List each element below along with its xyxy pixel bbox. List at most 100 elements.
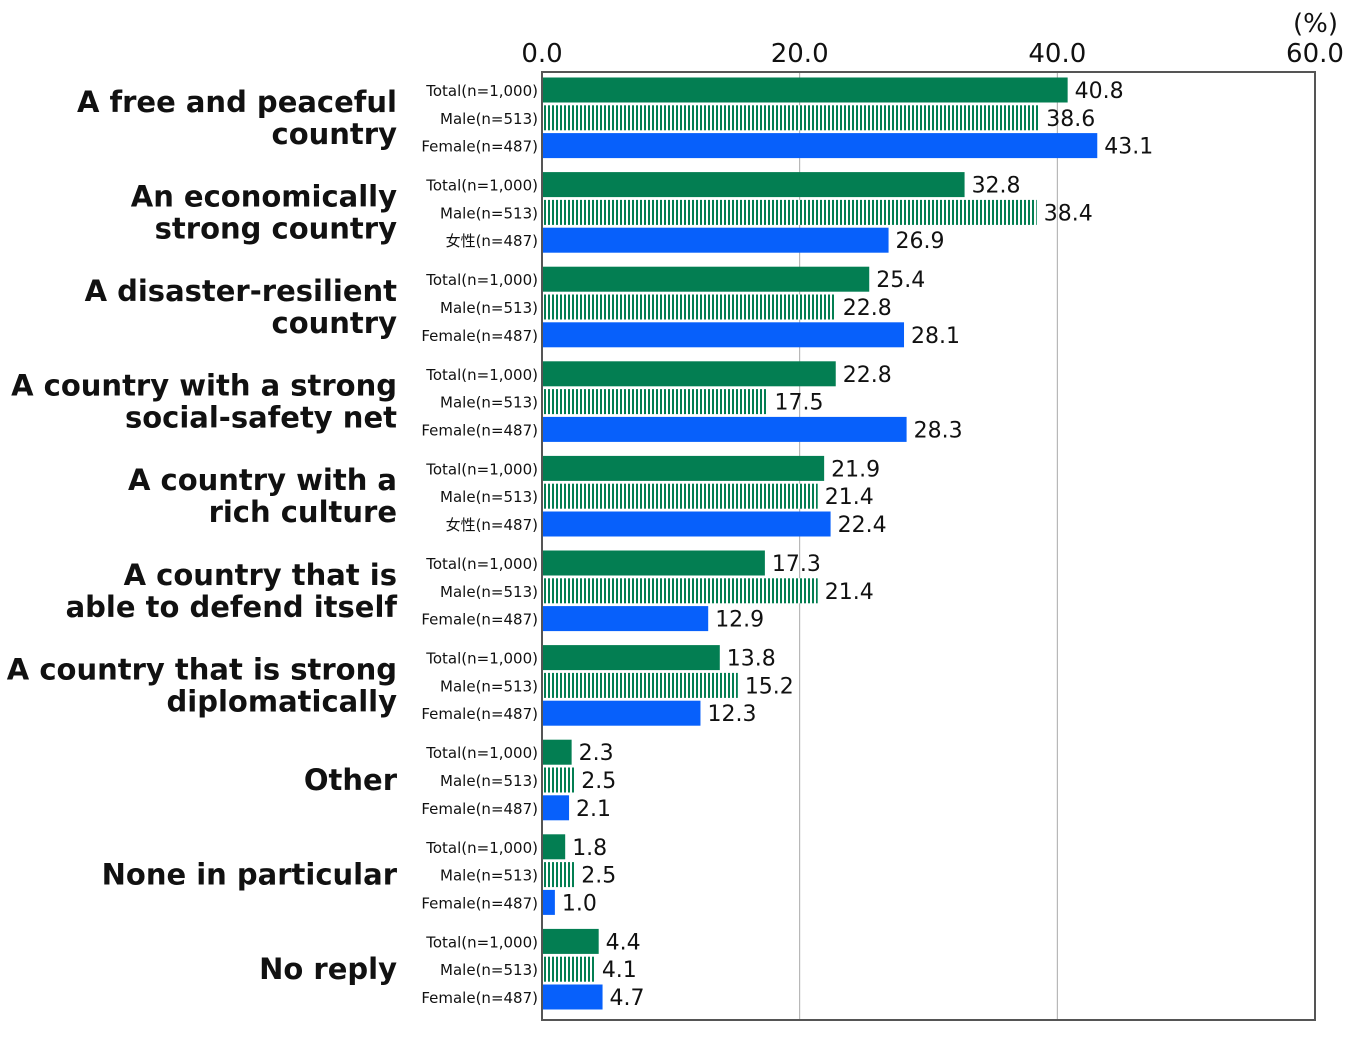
female-bar: [543, 606, 709, 632]
row-label: 女性(n=487): [446, 232, 538, 250]
row-label: Female(n=487): [421, 989, 538, 1007]
data-label: 28.1: [911, 324, 960, 349]
data-label: 4.1: [602, 958, 637, 983]
category-label: strong country: [155, 211, 397, 245]
row-label: Female(n=487): [421, 705, 538, 723]
category-label: A free and peaceful: [77, 85, 397, 119]
row-label: Total(n=1,000): [425, 933, 538, 951]
row-label: Male(n=513): [440, 583, 538, 601]
data-label: 2.5: [581, 769, 616, 794]
labels: A free and peacefulcountryTotal(n=1,000)…: [7, 79, 1153, 1011]
row-label: Male(n=513): [440, 772, 538, 790]
data-label: 22.8: [843, 363, 892, 388]
data-label: 4.4: [606, 930, 641, 955]
data-label: 2.1: [576, 797, 611, 822]
row-label: Total(n=1,000): [425, 744, 538, 762]
data-label: 21.4: [825, 580, 874, 605]
total-bar: [543, 928, 599, 954]
male-bar: [543, 767, 575, 793]
male-bar: [543, 483, 818, 509]
data-label: 38.4: [1044, 201, 1093, 226]
row-label: Male(n=513): [440, 677, 538, 695]
data-label: 2.5: [581, 864, 616, 889]
row-label: Total(n=1,000): [425, 460, 538, 478]
unit-label: (%): [1293, 9, 1338, 39]
total-bar: [543, 739, 572, 765]
female-bar: [543, 133, 1098, 159]
category-label: A country that is strong: [7, 652, 397, 686]
total-bar: [543, 645, 720, 671]
total-bar: [543, 834, 566, 860]
data-label: 2.3: [579, 741, 614, 766]
male-bar: [543, 672, 738, 698]
category-label: country: [272, 117, 398, 151]
data-label: 32.8: [972, 174, 1021, 199]
male-bar: [543, 199, 1037, 225]
female-bar: [543, 227, 889, 253]
row-label: Female(n=487): [421, 800, 538, 818]
data-label: 25.4: [876, 268, 925, 293]
data-label: 17.3: [772, 552, 821, 577]
female-bar: [543, 795, 570, 821]
row-label: Total(n=1,000): [425, 366, 538, 384]
category-label: country: [272, 306, 398, 340]
male-bar: [543, 105, 1040, 131]
row-label: Total(n=1,000): [425, 555, 538, 573]
category-label: Other: [304, 763, 398, 797]
data-label: 1.0: [562, 891, 597, 916]
total-bar: [543, 77, 1068, 103]
female-bar: [543, 889, 555, 915]
row-label: Female(n=487): [421, 327, 538, 345]
female-bar: [543, 700, 701, 726]
total-bar: [543, 550, 765, 576]
data-label: 15.2: [745, 674, 794, 699]
row-label: Male(n=513): [440, 488, 538, 506]
category-label: diplomatically: [167, 684, 398, 718]
data-label: 28.3: [914, 418, 963, 443]
data-label: 26.9: [896, 229, 945, 254]
data-label: 38.6: [1046, 107, 1095, 132]
row-label: Female(n=487): [421, 421, 538, 439]
row-label: Female(n=487): [421, 894, 538, 912]
x-axis-ticks: 0.0 20.0 40.0 60.0: [521, 39, 1344, 69]
female-bar: [543, 322, 905, 348]
plot-frame: [541, 71, 1316, 1021]
row-label: Male(n=513): [440, 394, 538, 412]
data-label: 1.8: [572, 836, 607, 861]
x-tick-label: 40.0: [1028, 39, 1086, 69]
bars: [543, 77, 1098, 1010]
female-bar: [543, 984, 603, 1010]
row-label: Male(n=513): [440, 961, 538, 979]
category-label: rich culture: [209, 495, 397, 529]
x-tick-label: 0.0: [521, 39, 562, 69]
category-label: social-safety net: [125, 401, 397, 435]
row-label: Male(n=513): [440, 299, 538, 317]
male-bar: [543, 294, 836, 320]
category-label: A country with a strong: [11, 369, 397, 403]
data-label: 12.9: [715, 608, 764, 633]
data-label: 4.7: [610, 986, 645, 1011]
x-tick-label: 20.0: [771, 39, 829, 69]
data-label: 12.3: [707, 702, 756, 727]
total-bar: [543, 455, 825, 481]
row-label: Male(n=513): [440, 867, 538, 885]
category-label: An economically: [131, 179, 397, 213]
row-label: 女性(n=487): [446, 516, 538, 534]
category-label: A country with a: [128, 463, 397, 497]
category-label: A disaster-resilient: [85, 274, 398, 308]
data-label: 13.8: [727, 647, 776, 672]
row-label: Female(n=487): [421, 611, 538, 629]
row-label: Total(n=1,000): [425, 839, 538, 857]
data-label: 43.1: [1104, 135, 1153, 160]
data-label: 17.5: [774, 391, 823, 416]
row-label: Male(n=513): [440, 204, 538, 222]
total-bar: [543, 361, 836, 387]
male-bar: [543, 578, 818, 604]
x-tick-label: 60.0: [1286, 39, 1344, 69]
male-bar: [543, 389, 768, 415]
total-bar: [543, 172, 965, 198]
category-label: A country that is: [124, 558, 397, 592]
total-bar: [543, 266, 870, 292]
category-label: No reply: [259, 952, 397, 986]
